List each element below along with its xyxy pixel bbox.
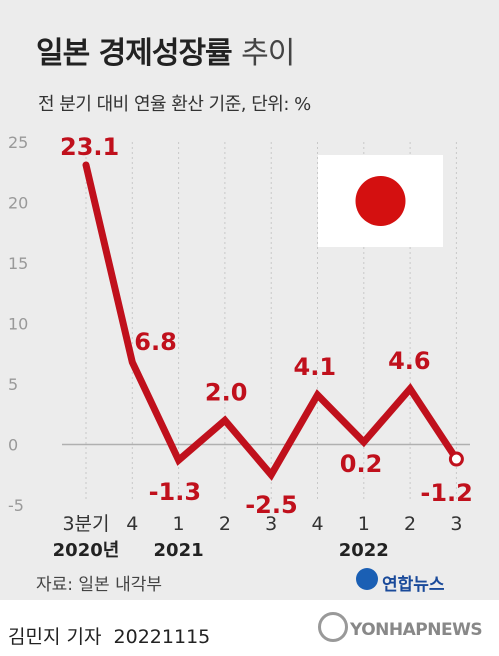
year-labels: 2020년 2021 2022	[53, 540, 389, 561]
x-axis-labels: 3분기 4 1 2 3 4 1 2 3	[62, 513, 462, 535]
source-note: 자료: 일본 내각부	[36, 575, 163, 595]
year-label: 2022	[339, 540, 389, 561]
x-tick-label: 4	[126, 513, 138, 535]
y-tick-label: -5	[8, 496, 24, 515]
growth-series	[82, 161, 464, 481]
x-tick-label: 4	[311, 513, 323, 535]
data-label: -2.5	[245, 491, 297, 519]
data-label: 2.0	[205, 378, 248, 406]
y-axis: 25 20 15 10 5 0 -5	[8, 133, 28, 515]
x-tick-label: 3	[450, 513, 462, 535]
data-label: 4.1	[294, 353, 337, 381]
y-tick-label: 20	[8, 194, 28, 213]
x-tick-label: 1	[173, 513, 185, 535]
data-labels: 23.1 6.8 -1.3 2.0 -2.5 4.1 0.2 4.6 -1.2	[60, 133, 473, 519]
yonhap-brand-icon	[318, 612, 348, 642]
year-label: 2021	[154, 540, 204, 561]
growth-line	[82, 161, 460, 481]
data-label: 4.6	[388, 347, 431, 375]
year-label: 2020년	[53, 540, 120, 561]
x-tick-label: 3분기	[62, 513, 109, 535]
yonhap-logo-text: 연합뉴스	[382, 575, 445, 595]
x-tick-label: 1	[358, 513, 370, 535]
y-tick-label: 15	[8, 254, 28, 273]
yonhap-logo-icon	[356, 568, 378, 590]
page-title: 일본 경제성장률 추이	[36, 28, 295, 72]
data-label: 0.2	[340, 450, 383, 478]
x-tick-label: 2	[219, 513, 231, 535]
data-label: 6.8	[134, 328, 177, 356]
data-label: -1.2	[420, 479, 472, 507]
y-tick-label: 5	[8, 375, 18, 394]
japan-flag	[318, 155, 443, 247]
title-light: 추이	[241, 36, 295, 71]
chart-panel	[0, 0, 499, 600]
last-point-marker	[448, 451, 464, 467]
y-tick-label: 25	[8, 133, 28, 152]
author: 김민지 기자	[8, 626, 102, 648]
line-chart: 25 20 15 10 5 0 -5 23.1 6.8 -1.3 2.0 -2.5 4.1 0.2 4.6…	[8, 133, 473, 561]
chart-subtitle: 전 분기 대비 연율 환산 기준, 단위: %	[38, 94, 311, 115]
date: 20221115	[113, 626, 211, 648]
footer-byline: 김민지 기자 20221115	[8, 622, 210, 649]
y-tick-label: 10	[8, 315, 28, 334]
yonhap-brand: YONHAPNEWS	[350, 620, 483, 640]
x-tick-label: 3	[265, 513, 277, 535]
y-tick-label: 0	[8, 436, 18, 455]
data-label: 23.1	[60, 133, 119, 161]
title-bold: 일본 경제성장률	[36, 36, 233, 71]
data-label: -1.3	[149, 478, 201, 506]
x-tick-label: 2	[404, 513, 416, 535]
flag-disc	[355, 176, 406, 226]
